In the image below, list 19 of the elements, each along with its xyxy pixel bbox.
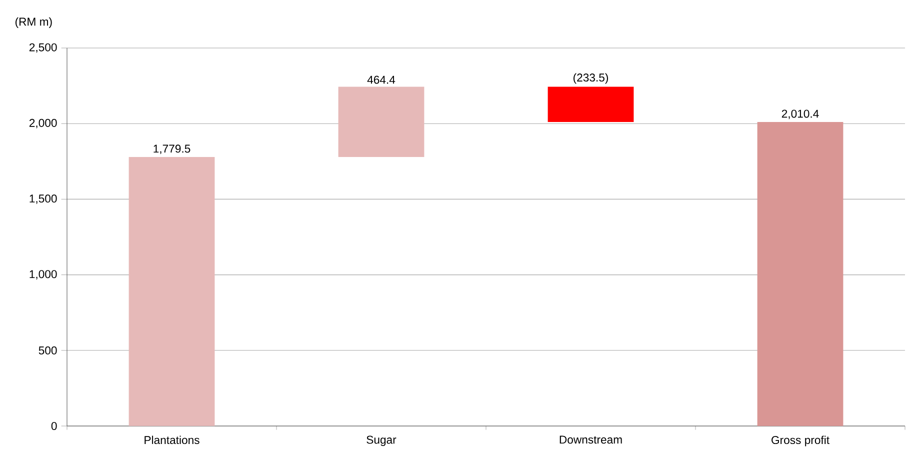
x-tick-label: Sugar bbox=[366, 436, 396, 446]
y-axis-title: (RM m) bbox=[16, 17, 52, 28]
bar bbox=[757, 122, 844, 426]
y-tick-label: 1,500 bbox=[30, 194, 57, 204]
data-label: 2,010.4 bbox=[782, 110, 819, 120]
y-tick-label: 2,500 bbox=[29, 43, 57, 53]
data-label: (233.5) bbox=[574, 73, 608, 84]
y-tick-label: 0 bbox=[51, 422, 57, 430]
data-label: 464.4 bbox=[367, 76, 396, 84]
data-label: 1,779.5 bbox=[154, 144, 190, 154]
bar bbox=[338, 86, 424, 157]
bar bbox=[548, 86, 634, 122]
x-tick-label: Downstream bbox=[560, 436, 622, 444]
y-tick-label: 500 bbox=[38, 346, 57, 354]
y-tick-label: 1,000 bbox=[30, 270, 57, 280]
x-tick-label: Gross profit bbox=[772, 436, 830, 446]
y-tick-label: 2,000 bbox=[29, 118, 57, 128]
x-tick-label: Plantations bbox=[144, 436, 200, 444]
bar bbox=[128, 156, 215, 426]
